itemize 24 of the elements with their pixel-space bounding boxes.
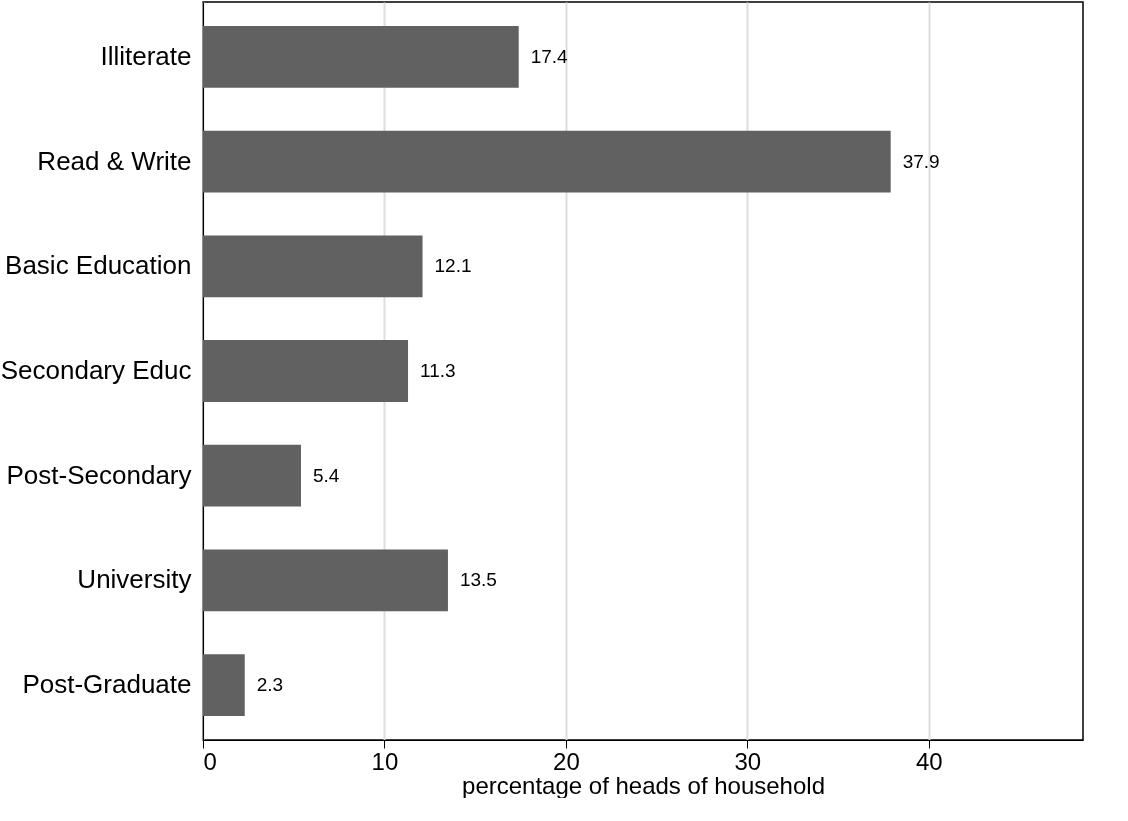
bar	[203, 235, 423, 298]
bar	[203, 549, 448, 612]
x-tick-label: 40	[915, 747, 943, 775]
bar	[203, 130, 891, 193]
y-tick-label: Post-Secondary	[6, 459, 192, 490]
y-tick-label: Secondary Educ	[0, 355, 192, 385]
data-label: 17.4	[530, 45, 569, 67]
y-tick-label: Basic Education	[5, 250, 192, 281]
data-label: 12.1	[434, 255, 472, 277]
bar	[203, 26, 519, 88]
bar	[203, 654, 245, 716]
y-tick-label: Illiterate	[100, 40, 192, 71]
data-label: 13.5	[459, 569, 497, 591]
data-label: 11.3	[420, 360, 456, 381]
x-tick-label: 0	[203, 747, 217, 775]
data-label: 5.4	[312, 464, 340, 486]
y-tick-label: Read & Write	[37, 145, 192, 176]
x-tick-label: 10	[371, 747, 399, 775]
bar	[203, 340, 409, 402]
data-label: 2.3	[256, 674, 284, 696]
y-tick-label: University	[77, 564, 192, 595]
data-label: 37.9	[902, 150, 940, 172]
y-tick-label: Post-Graduate	[22, 669, 192, 700]
bar	[203, 444, 301, 507]
